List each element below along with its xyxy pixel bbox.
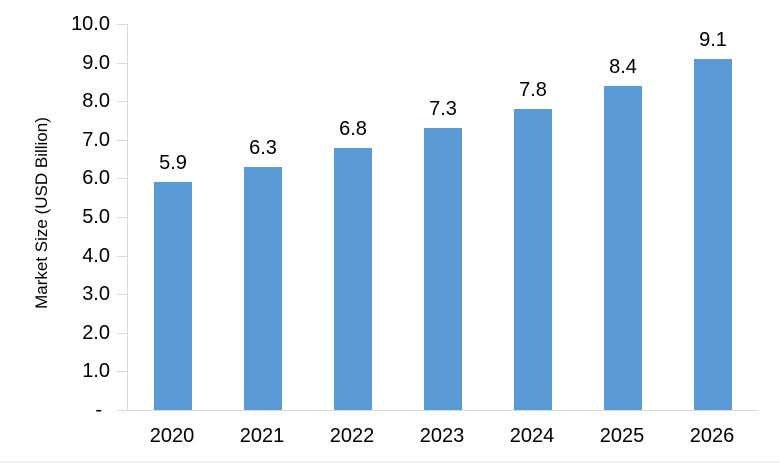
- bar: [514, 108, 552, 410]
- bar-slot: 7.3: [398, 24, 488, 410]
- y-tick-label: 3.0: [82, 283, 110, 306]
- y-tick-mark: [117, 255, 127, 257]
- y-tick-mark: [117, 139, 127, 141]
- bar-slot: 8.4: [578, 24, 668, 410]
- bar: [424, 128, 462, 410]
- bottom-edge-line: [0, 461, 780, 463]
- bar-slot: 5.9: [128, 24, 218, 410]
- bar: [334, 147, 372, 410]
- y-tick-label: 1.0: [82, 360, 110, 383]
- x-axis-label: 2020: [149, 425, 195, 447]
- bar-value-label: 7.8: [519, 78, 547, 101]
- x-axis-label: 2023: [419, 425, 465, 447]
- bar-value-label: 8.4: [609, 55, 637, 78]
- bar-value-label: 5.9: [159, 152, 187, 175]
- x-axis-label: 2024: [509, 425, 555, 447]
- bar: [154, 182, 192, 410]
- y-tick-mark: [117, 332, 127, 334]
- bar-value-label: 6.8: [339, 117, 367, 140]
- y-tick-mark: [117, 178, 127, 180]
- y-tick-label: -: [95, 399, 102, 421]
- bar: [694, 58, 732, 410]
- y-tick-label: 6.0: [82, 167, 110, 190]
- y-tick-label: 10.0: [71, 13, 110, 35]
- bar-slot: 9.1: [668, 24, 758, 410]
- y-tick-label: 9.0: [82, 51, 110, 74]
- y-tick-label: 8.0: [82, 90, 110, 113]
- x-axis-label: 2025: [599, 425, 645, 447]
- y-tick-mark: [117, 62, 127, 64]
- bar-slot: 6.8: [308, 24, 398, 410]
- y-tick-mark: [117, 24, 127, 25]
- bar-value-label: 9.1: [699, 28, 727, 51]
- y-tick-label: 5.0: [82, 206, 110, 228]
- bar-value-label: 7.3: [429, 98, 457, 121]
- x-axis-label: 2021: [239, 425, 285, 447]
- bar: [244, 166, 282, 410]
- x-axis-label: 2026: [689, 425, 735, 447]
- y-tick-mark: [117, 294, 127, 296]
- bars: 5.9 6.3 6.8 7.3 7.8 8.4 9.1: [128, 24, 758, 410]
- y-tick-label: 4.0: [82, 244, 110, 267]
- x-axis-label: 2022: [329, 425, 375, 447]
- bar-slot: 6.3: [218, 24, 308, 410]
- plot-area: 5.9 6.3 6.8 7.3 7.8 8.4 9.1: [127, 24, 758, 411]
- x-axis-labels: 2020 2021 2022 2023 2024 2025 2026: [127, 426, 757, 446]
- y-tick-mark: [117, 371, 127, 373]
- y-tick-label: 2.0: [82, 321, 110, 344]
- y-tick-mark: [117, 101, 127, 103]
- y-tick-label: 7.0: [82, 128, 110, 151]
- bar-slot: 7.8: [488, 24, 578, 410]
- bar: [604, 85, 642, 410]
- bar-value-label: 6.3: [249, 136, 277, 159]
- y-tick-mark: [117, 217, 127, 218]
- y-tick-mark: [117, 410, 127, 411]
